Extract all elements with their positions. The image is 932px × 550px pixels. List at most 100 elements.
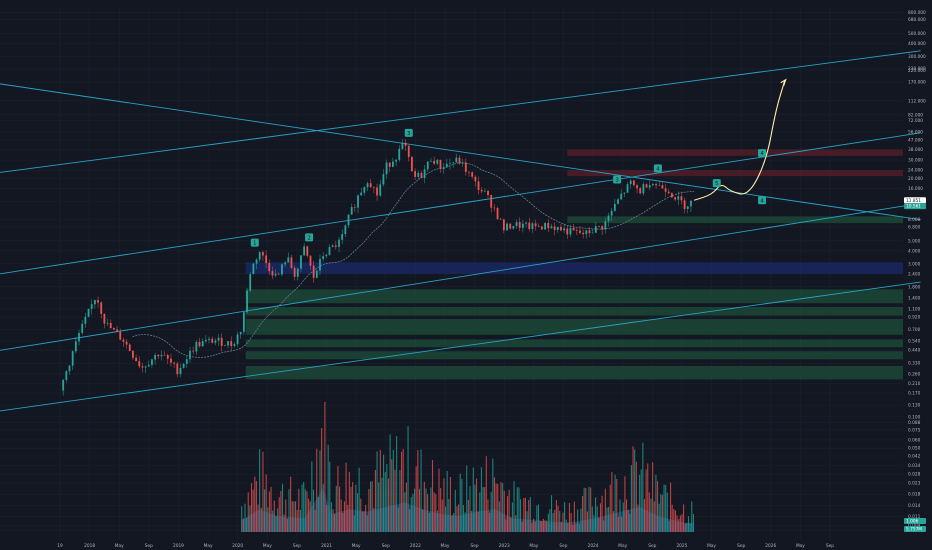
volume-bar [296, 509, 298, 532]
grid [0, 8, 903, 540]
candle-body [512, 225, 515, 229]
volume-bar [609, 484, 611, 532]
volume-bar [347, 504, 349, 532]
volume-bar [472, 467, 474, 532]
wave-badge [404, 128, 413, 137]
candle-body [78, 332, 80, 342]
volume-bar [599, 503, 602, 532]
volume-bar [671, 504, 673, 532]
volume-bar [521, 521, 523, 532]
candle-body [490, 195, 493, 208]
volume-bar [423, 481, 425, 532]
price-tick-label: 0.042 [908, 453, 921, 459]
volume-bar [420, 449, 422, 532]
volume-bar [396, 435, 398, 532]
volume-bar [642, 442, 644, 532]
volume-bar [397, 507, 399, 532]
price-tick-label: 0.009 [908, 523, 921, 529]
volume-bar [625, 499, 628, 532]
candle-body [138, 361, 141, 367]
volume-bar [593, 515, 595, 532]
volume-bar [453, 513, 455, 532]
candle-body [518, 222, 521, 228]
time-tick-label: May [204, 543, 213, 549]
volume-bar [510, 517, 512, 532]
price-tick-label: 0.700 [908, 327, 921, 333]
volume-bar [560, 521, 562, 532]
candle-body [531, 223, 534, 229]
wave-badges: 1 2 3 3 4 5 4 4 [250, 128, 767, 247]
volume-bar [679, 515, 681, 532]
price-tick-label: 56.000 [908, 130, 923, 136]
candle-body [496, 208, 499, 220]
candle-body [344, 225, 347, 235]
volume-bar [399, 470, 401, 532]
candle-body [426, 161, 429, 170]
candle-body [179, 367, 182, 375]
price-tick-label: 0.088 [908, 420, 921, 426]
price-tick-label: 800.000 [908, 10, 926, 16]
zone-green [245, 319, 904, 335]
candle-body [347, 214, 350, 226]
candle-body [655, 184, 657, 186]
volume-bar [493, 477, 496, 532]
candle-body [575, 230, 578, 232]
candle-body [563, 228, 566, 231]
zone-red [567, 149, 903, 156]
candle-body [433, 160, 436, 164]
volume-bar [489, 512, 491, 532]
price-tick-label: 6.800 [908, 224, 921, 230]
volume-bar [249, 505, 251, 532]
candle-body [582, 232, 585, 235]
candle-body [334, 245, 337, 247]
volume-bar [585, 487, 587, 532]
volume-bar [513, 481, 515, 532]
candle-body [376, 187, 378, 196]
volume-label-box [904, 518, 926, 524]
price-tick-label: 5.000 [908, 238, 921, 244]
candle-body [338, 239, 340, 247]
volume-bar [361, 511, 363, 532]
volume-bar [410, 496, 412, 532]
price-tick-label: 0.023 [908, 481, 921, 487]
volume-bar [368, 488, 370, 532]
price-tick-label: 220.000 [908, 68, 926, 74]
candle-body [617, 199, 619, 204]
candle-body [430, 160, 432, 162]
ma-line [132, 162, 695, 358]
volume-bar [428, 512, 430, 532]
volume-bar [658, 503, 660, 532]
volume-bar [241, 506, 243, 532]
volume-bar [577, 509, 579, 532]
candle-body [242, 312, 245, 332]
time-tick-label: May [618, 543, 627, 549]
volume-bar [529, 497, 531, 532]
candle-body [372, 187, 375, 188]
volume-bar [352, 482, 354, 532]
time-tick-label: 2026 [765, 543, 776, 549]
volume-bar [668, 520, 670, 532]
time-axis[interactable]: 19 2018 May Sep 2019 May 2020 May Sep 2021 May Sep 2… [57, 543, 834, 549]
candle-body [626, 184, 629, 193]
volume-bar [485, 456, 487, 532]
volume-bar [281, 483, 284, 532]
volume-bar [627, 509, 629, 532]
candle-body [398, 148, 401, 160]
volume-bar [539, 520, 541, 532]
volume-bar [343, 501, 346, 532]
volume-bar [324, 402, 326, 532]
volume-bar [374, 469, 376, 532]
volume-bar [304, 489, 306, 532]
candle-body [509, 223, 512, 229]
price-tick-label: 1.100 [908, 306, 921, 312]
volume-bar [272, 510, 274, 532]
candle-body [452, 162, 455, 164]
candle-body [499, 219, 502, 220]
zone-green [245, 306, 904, 316]
volume-bar [639, 474, 641, 532]
price-tick-label: 0.028 [908, 472, 921, 478]
volume-bar [446, 470, 448, 532]
candle-body [502, 219, 505, 231]
